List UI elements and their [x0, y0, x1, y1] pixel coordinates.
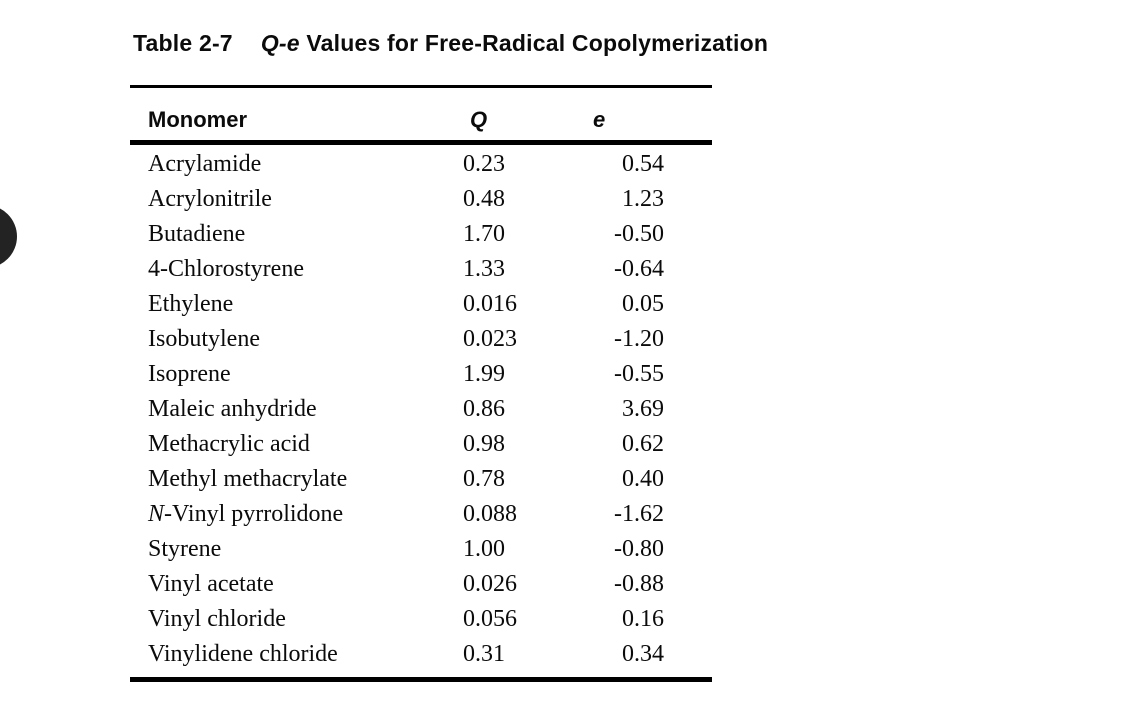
table-row: Methacrylic acid 0.98 0.62 — [130, 427, 712, 462]
e-value-cell: 0.34 — [622, 641, 664, 667]
table-caption-term: Q-e — [260, 30, 300, 56]
monomer-cell: Acrylamide — [148, 151, 262, 177]
table-row: N-Vinyl pyrrolidone 0.088 -1.62 — [130, 497, 712, 532]
table-row: Isobutylene 0.023 -1.20 — [130, 322, 712, 357]
e-value-cell: 0.05 — [622, 291, 664, 317]
q-value-cell: 0.78 — [463, 466, 505, 492]
monomer-cell: Vinyl acetate — [148, 571, 274, 597]
e-value-cell: -0.50 — [614, 221, 664, 247]
table-row: Vinyl acetate 0.026 -0.88 — [130, 567, 712, 602]
q-value-cell: 1.00 — [463, 536, 505, 562]
e-value-cell: -0.88 — [614, 571, 664, 597]
table-row: Maleic anhydride 0.86 3.69 — [130, 392, 712, 427]
q-value-cell: 0.86 — [463, 396, 505, 422]
monomer-cell: N-Vinyl pyrrolidone — [148, 501, 344, 527]
monomer-cell: 4-Chlorostyrene — [148, 256, 304, 282]
q-value-cell: 0.026 — [463, 571, 517, 597]
table-row: Styrene 1.00 -0.80 — [130, 532, 712, 567]
table-row: Isoprene 1.99 -0.55 — [130, 357, 712, 392]
table-row: Ethylene 0.016 0.05 — [130, 287, 712, 322]
table-header-rule — [130, 140, 712, 145]
e-value-cell: -0.55 — [614, 361, 664, 387]
table-caption: Table 2-7 Q-e Values for Free-Radical Cop… — [133, 30, 768, 57]
table-caption-rest: Values for Free-Radical Copolymerization — [306, 30, 769, 56]
table-row: Methyl methacrylate 0.78 0.40 — [130, 462, 712, 497]
column-header-monomer: Monomer — [148, 107, 247, 132]
table-caption-label: Table 2-7 — [133, 30, 233, 56]
monomer-cell: Methacrylic acid — [148, 431, 310, 457]
table-top-rule — [130, 85, 712, 88]
column-header-e: e — [593, 107, 606, 132]
monomer-cell: Butadiene — [148, 221, 246, 247]
monomer-cell: Styrene — [148, 536, 222, 562]
q-value-cell: 0.31 — [463, 641, 505, 667]
monomer-cell: Vinylidene chloride — [148, 641, 338, 667]
q-value-cell: 1.33 — [463, 256, 505, 282]
q-value-cell: 1.70 — [463, 221, 505, 247]
table-row: 4-Chlorostyrene 1.33 -0.64 — [130, 252, 712, 287]
table-header-row: Monomer Q e — [130, 88, 712, 140]
q-value-cell: 0.48 — [463, 186, 505, 212]
monomer-cell: Isoprene — [148, 361, 231, 387]
monomer-cell: Acrylonitrile — [148, 186, 272, 212]
e-value-cell: 0.54 — [622, 151, 664, 177]
q-value-cell: 0.23 — [463, 151, 505, 177]
e-value-cell: -1.62 — [614, 501, 664, 527]
q-value-cell: 0.98 — [463, 431, 505, 457]
e-value-cell: -1.20 — [614, 326, 664, 352]
table-body: Acrylamide 0.23 0.54 Acrylonitrile 0.48 … — [130, 145, 712, 672]
qe-table: Monomer Q e Acrylamide 0.23 0.54 Acrylon… — [130, 85, 712, 682]
monomer-cell: Isobutylene — [148, 326, 260, 352]
e-value-cell: 0.40 — [622, 466, 664, 492]
monomer-cell: Methyl methacrylate — [148, 466, 348, 492]
table-bottom-rule — [130, 677, 712, 682]
e-value-cell: -0.80 — [614, 536, 664, 562]
page-nav-button[interactable] — [0, 205, 17, 268]
table-row: Vinylidene chloride 0.31 0.34 — [130, 637, 712, 672]
monomer-cell: Maleic anhydride — [148, 396, 317, 422]
q-value-cell: 0.016 — [463, 291, 517, 317]
monomer-cell: Vinyl chloride — [148, 606, 286, 632]
q-value-cell: 0.088 — [463, 501, 517, 527]
e-value-cell: 0.16 — [622, 606, 664, 632]
q-value-cell: 0.056 — [463, 606, 517, 632]
q-value-cell: 1.99 — [463, 361, 505, 387]
monomer-cell: Ethylene — [148, 291, 234, 317]
table-row: Butadiene 1.70 -0.50 — [130, 217, 712, 252]
q-value-cell: 0.023 — [463, 326, 517, 352]
table-row: Acrylamide 0.23 0.54 — [130, 147, 712, 182]
e-value-cell: 1.23 — [622, 186, 664, 212]
table-row: Acrylonitrile 0.48 1.23 — [130, 182, 712, 217]
column-header-q: Q — [470, 107, 488, 132]
e-value-cell: 0.62 — [622, 431, 664, 457]
table-row: Vinyl chloride 0.056 0.16 — [130, 602, 712, 637]
e-value-cell: 3.69 — [622, 396, 664, 422]
e-value-cell: -0.64 — [614, 256, 664, 282]
